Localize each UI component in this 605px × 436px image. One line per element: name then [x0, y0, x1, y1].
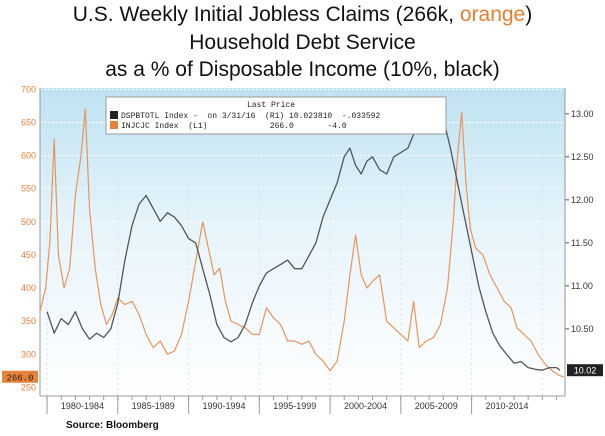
left-tick-label: 550	[21, 184, 36, 194]
right-last-value: 10.02	[574, 366, 597, 376]
chart-title-line-2: Household Debt Service	[189, 31, 416, 54]
right-tick-label: 12.50	[571, 152, 594, 162]
legend-swatch	[110, 111, 118, 119]
x-tick-label: 2000-2004	[344, 401, 387, 411]
title-prefix: U.S. Weekly Initial Jobless Claims (266k…	[72, 3, 460, 26]
legend-entry: INJCJC Index (L1) 266.0 -4.0	[121, 122, 347, 131]
legend-swatch	[110, 121, 118, 129]
left-last-value: 266.0	[6, 373, 33, 383]
left-tick-label: 600	[21, 151, 36, 161]
source-note: Source: Bloomberg	[66, 420, 159, 431]
plot-background	[40, 88, 565, 396]
left-tick-label: 500	[21, 217, 36, 227]
right-tick-label: 10.50	[571, 324, 594, 334]
legend-entry: DSPBTOTL Index - on 3/31/16 (R1) 10.0238…	[121, 112, 380, 121]
x-tick-label: 2005-2009	[415, 401, 458, 411]
left-tick-label: 650	[21, 117, 36, 127]
left-tick-label: 300	[21, 349, 36, 359]
left-tick-label: 700	[21, 84, 36, 94]
right-tick-label: 11.00	[571, 281, 593, 291]
series-line-claims	[39, 108, 564, 378]
left-tick-label: 350	[21, 316, 36, 326]
left-tick-label: 450	[21, 250, 36, 260]
chart-title-line-1: U.S. Weekly Initial Jobless Claims (266k…	[0, 2, 605, 28]
chart-title-line-3: as a % of Disposable Income (10%, black)	[105, 58, 500, 81]
title-orange-word: orange	[459, 3, 526, 26]
right-last-value-box	[567, 364, 603, 377]
right-tick-label: 12.00	[571, 195, 594, 205]
title-suffix: )	[525, 3, 533, 26]
x-tick-label: 2010-2014	[485, 401, 528, 411]
x-tick-label: 1995-1999	[273, 401, 316, 411]
series-line-debt	[46, 104, 561, 371]
x-tick-label: 1980-1984	[61, 401, 104, 411]
x-tick-label: 1990-1994	[202, 401, 245, 411]
left-last-value-box	[2, 370, 38, 383]
x-tick-label: 1985-1989	[132, 401, 175, 411]
left-tick-label: 250	[21, 382, 36, 392]
left-tick-label: 400	[21, 283, 36, 293]
right-tick-label: 11.50	[571, 238, 593, 248]
right-tick-label: 13.00	[571, 109, 594, 119]
legend-box	[105, 96, 447, 135]
legend-header: Last Price	[247, 101, 295, 110]
